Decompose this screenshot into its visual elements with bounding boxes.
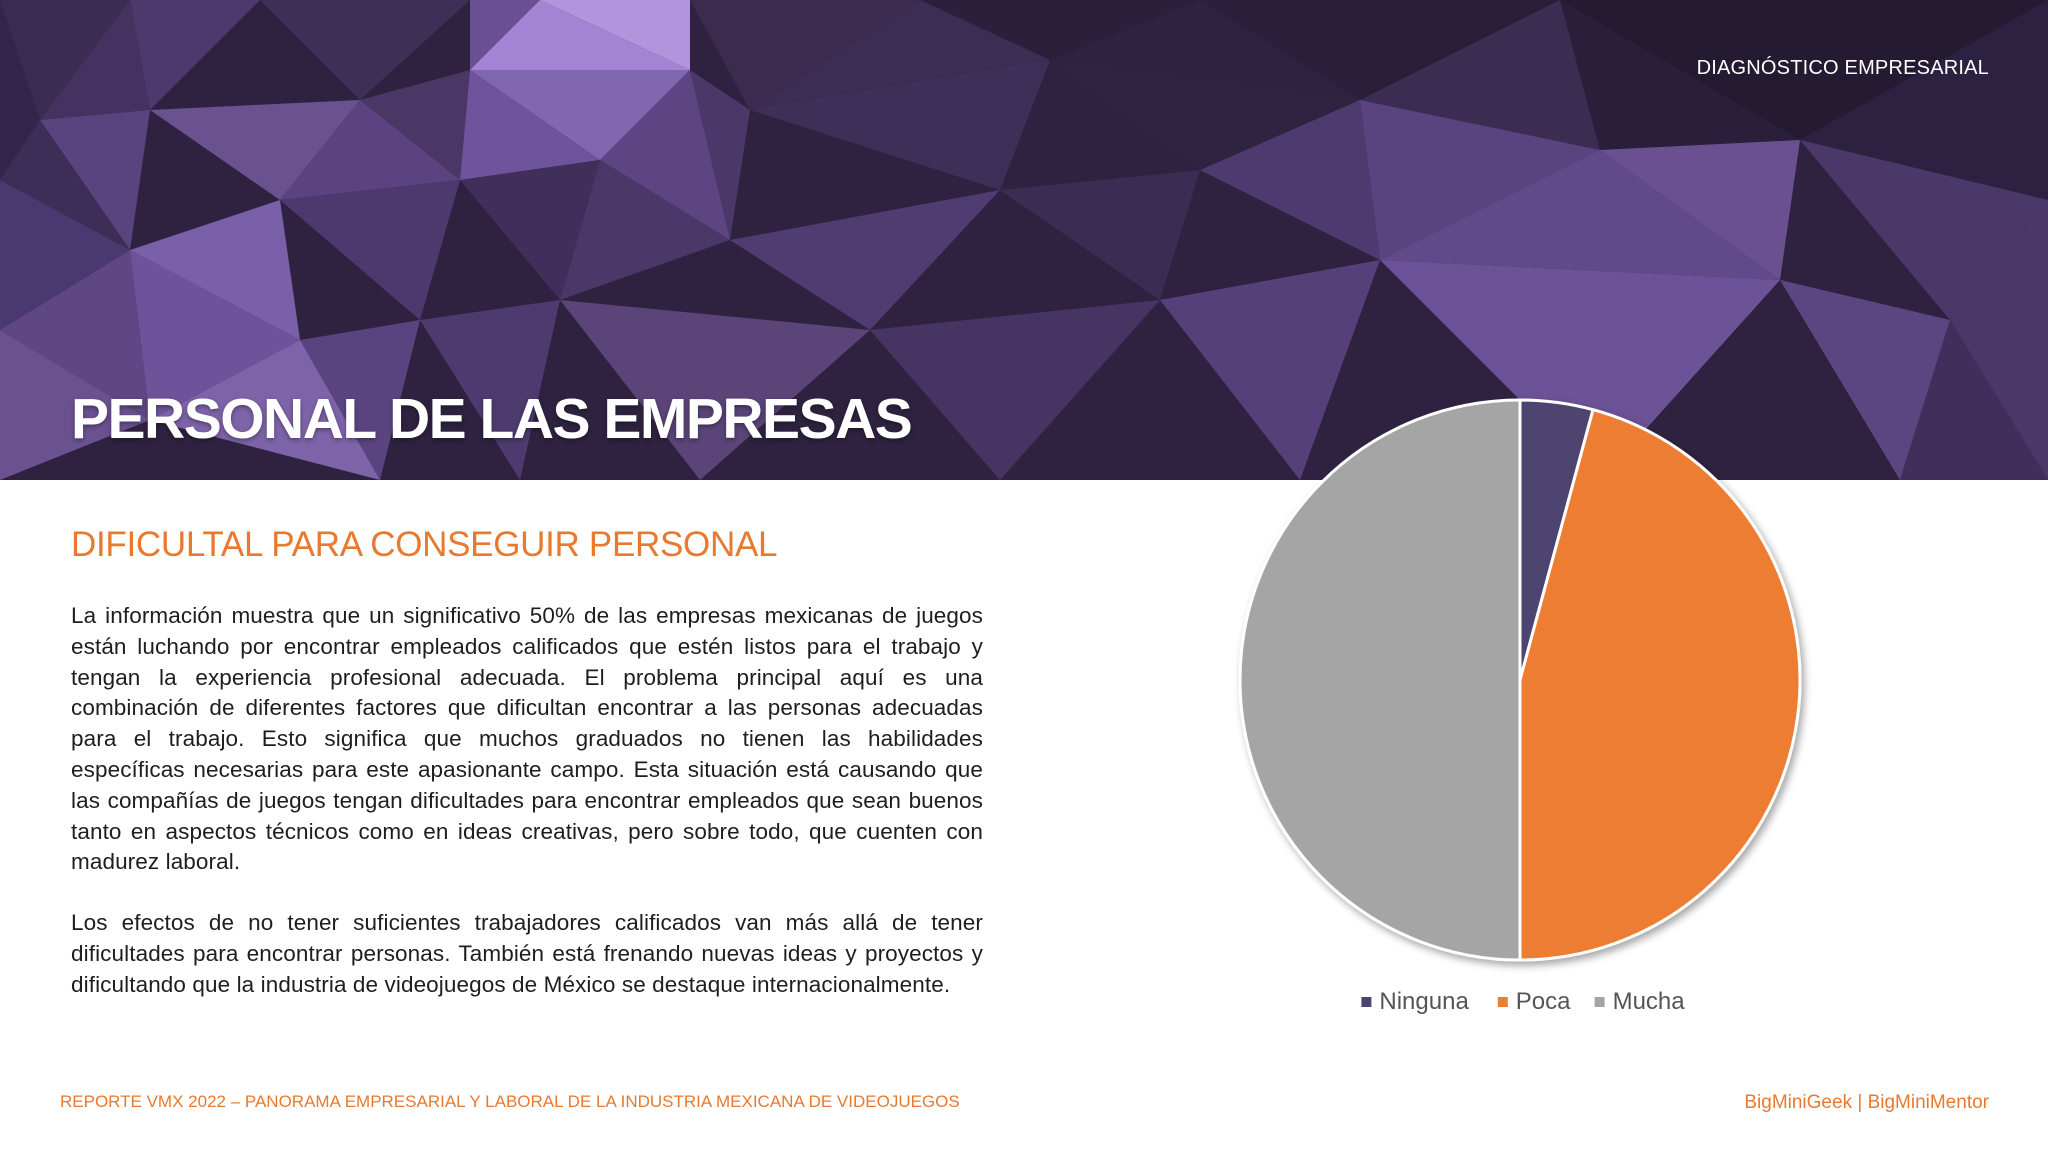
header-banner: DIAGNÓSTICO EMPRESARIAL PERSONAL DE LAS … [0,0,2048,480]
legend-item-poca: Poca [1497,988,1571,1015]
section-subtitle: DIFICULTAL PARA CONSEGUIR PERSONAL [71,525,778,564]
polygon-background [0,0,2048,480]
legend-label: Poca [1516,988,1571,1015]
legend-label: Mucha [1613,988,1686,1015]
pie-slices [1238,398,1802,962]
legend-swatch [1594,997,1605,1007]
pie-chart: Ninguna Poca Mucha [1238,398,1802,1015]
legend-item-ninguna: Ninguna [1361,988,1469,1015]
section-label: DIAGNÓSTICO EMPRESARIAL [1696,57,1989,79]
body-paragraph: Los efectos de no tener suficientes trab… [71,910,983,997]
legend-swatch [1497,997,1508,1007]
pie-slice-mucha [1238,398,1522,962]
legend-label: Ninguna [1379,988,1469,1015]
page-title: PERSONAL DE LAS EMPRESAS [71,387,913,451]
pie-slice-poca [1518,408,1802,962]
legend-item-mucha: Mucha [1594,988,1686,1015]
footer-brand: BigMiniGeek | BigMiniMentor [1744,1092,1989,1113]
legend-swatch [1361,997,1372,1007]
chart-legend: Ninguna Poca Mucha [1361,988,1685,1015]
footer-report-title: REPORTE VMX 2022 – PANORAMA EMPRESARIAL … [60,1092,960,1111]
body-paragraph: La información muestra que un significat… [71,603,983,875]
